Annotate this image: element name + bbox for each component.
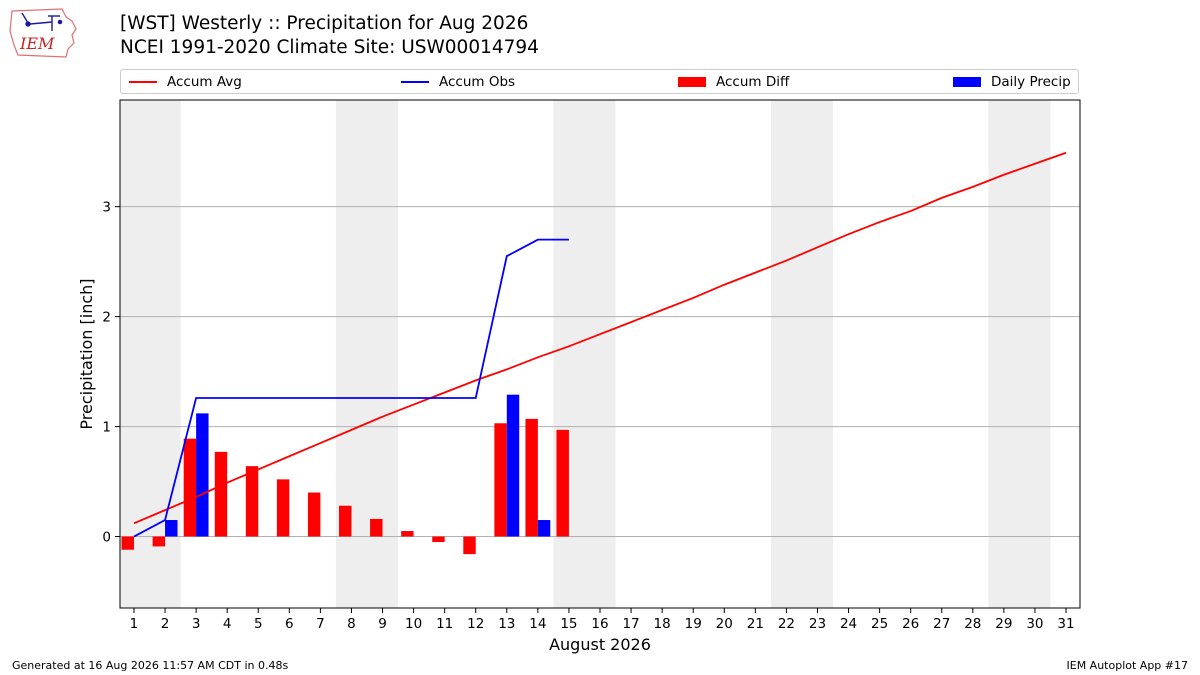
accum-diff-bar-day-5 [245, 466, 259, 537]
accum-diff-bar-day-4 [214, 451, 228, 537]
accum-diff-bar-day-3 [183, 438, 197, 537]
legend-label-daily-precip: Daily Precip [991, 74, 1071, 90]
legend-label-accum-obs: Accum Obs [439, 74, 516, 90]
weekend-shade-5 [988, 100, 1051, 608]
chart-title: [WST] Westerly :: Precipitation for Aug … [120, 13, 529, 34]
x-tick-label-11: 11 [436, 616, 453, 632]
accum-diff-bar-day-12 [463, 536, 476, 555]
iem-logo: IEM [9, 8, 77, 58]
x-tick-label-16: 16 [591, 616, 608, 632]
weekend-shade-4 [770, 100, 834, 608]
legend-item-daily-precip: Daily Precip [953, 73, 1071, 91]
bar-marks [121, 394, 569, 555]
x-tick-label-2: 2 [161, 616, 170, 632]
y-tick-label-1: 1 [102, 420, 111, 436]
legend-label-accum-avg: Accum Avg [167, 74, 242, 90]
accum-obs-line [133, 238, 569, 538]
x-tick-label-27: 27 [933, 616, 950, 632]
chart-subtitle: NCEI 1991-2020 Climate Site: USW00014794 [120, 37, 539, 58]
x-tick-label-13: 13 [498, 616, 515, 632]
x-tick-label-9: 9 [378, 616, 387, 632]
x-tick-label-28: 28 [964, 616, 981, 632]
legend-label-accum-diff: Accum Diff [716, 74, 790, 90]
logo-text: IEM [19, 34, 55, 53]
x-tick-label-22: 22 [778, 616, 795, 632]
legend: Accum Avg Accum Obs Accum Diff Daily Pre… [120, 69, 1079, 94]
legend-swatch-accum-diff [678, 77, 706, 87]
accum-diff-bar-day-15 [556, 429, 569, 537]
legend-item-accum-obs: Accum Obs [401, 73, 515, 91]
x-tick-label-24: 24 [840, 616, 857, 632]
x-tick-label-15: 15 [560, 616, 577, 632]
accum-diff-bar-day-7 [307, 492, 321, 537]
accum-avg-line [133, 151, 1067, 525]
y-tick-label-2: 2 [102, 310, 111, 326]
x-tick-label-30: 30 [1026, 616, 1043, 632]
accum-diff-bar-day-2 [152, 536, 166, 547]
x-tick-label-18: 18 [654, 616, 671, 632]
x-tick-label-19: 19 [685, 616, 702, 632]
app-credit: IEM Autoplot App #17 [1066, 659, 1189, 672]
x-tick-label-29: 29 [995, 616, 1012, 632]
y-axis-ticks: 0 1 2 3 [102, 200, 120, 546]
accum-diff-bar-day-1 [121, 536, 134, 550]
accum-diff-bar-day-13 [494, 423, 507, 537]
accum-diff-bar-day-11 [432, 536, 445, 543]
line-marks [133, 151, 1067, 538]
accum-diff-bar-day-10 [401, 531, 414, 537]
x-tick-label-1: 1 [130, 616, 139, 632]
x-tick-label-3: 3 [192, 616, 201, 632]
x-tick-label-23: 23 [809, 616, 826, 632]
x-tick-label-4: 4 [223, 616, 232, 632]
x-tick-label-10: 10 [405, 616, 422, 632]
x-tick-label-20: 20 [716, 616, 733, 632]
legend-swatch-daily-precip [953, 77, 981, 87]
x-tick-label-5: 5 [254, 616, 263, 632]
iowa-state-outline [9, 8, 77, 58]
weekend-shading [120, 100, 1051, 608]
x-tick-label-6: 6 [285, 616, 294, 632]
accum-diff-bar-day-6 [276, 479, 290, 537]
daily-precip-bar-day-2 [165, 520, 178, 537]
x-tick-label-14: 14 [529, 616, 546, 632]
x-axis-ticks: 1 2 3 4 5 6 7 8 9 10 11 12 13 14 15 16 17 18 19 20 21 22 23 24 2… [130, 608, 1075, 632]
daily-precip-bar-day-13 [506, 394, 520, 537]
y-axis-label: Precipitation [inch] [77, 278, 96, 429]
legend-swatch-accum-avg [129, 81, 157, 83]
x-tick-label-17: 17 [622, 616, 639, 632]
legend-item-accum-diff: Accum Diff [678, 73, 789, 91]
legend-swatch-accum-obs [401, 81, 429, 83]
y-tick-label-3: 3 [102, 200, 111, 216]
x-tick-label-12: 12 [467, 616, 484, 632]
x-tick-label-21: 21 [747, 616, 764, 632]
accum-diff-bar-day-9 [370, 518, 383, 537]
y-tick-label-0: 0 [102, 530, 111, 546]
daily-precip-bar-day-14 [537, 520, 551, 537]
x-tick-label-31: 31 [1057, 616, 1074, 632]
weather-station-icon [21, 12, 63, 31]
x-tick-label-25: 25 [871, 616, 888, 632]
x-tick-label-8: 8 [347, 616, 356, 632]
accum-diff-bar-day-8 [339, 505, 352, 537]
x-tick-label-26: 26 [902, 616, 919, 632]
accum-diff-bar-day-14 [525, 418, 538, 537]
generated-timestamp: Generated at 16 Aug 2026 11:57 AM CDT in… [12, 659, 289, 672]
x-axis-label: August 2026 [549, 635, 651, 654]
x-tick-label-7: 7 [316, 616, 325, 632]
legend-item-accum-avg: Accum Avg [129, 73, 242, 91]
daily-precip-bar-day-3 [196, 413, 209, 537]
